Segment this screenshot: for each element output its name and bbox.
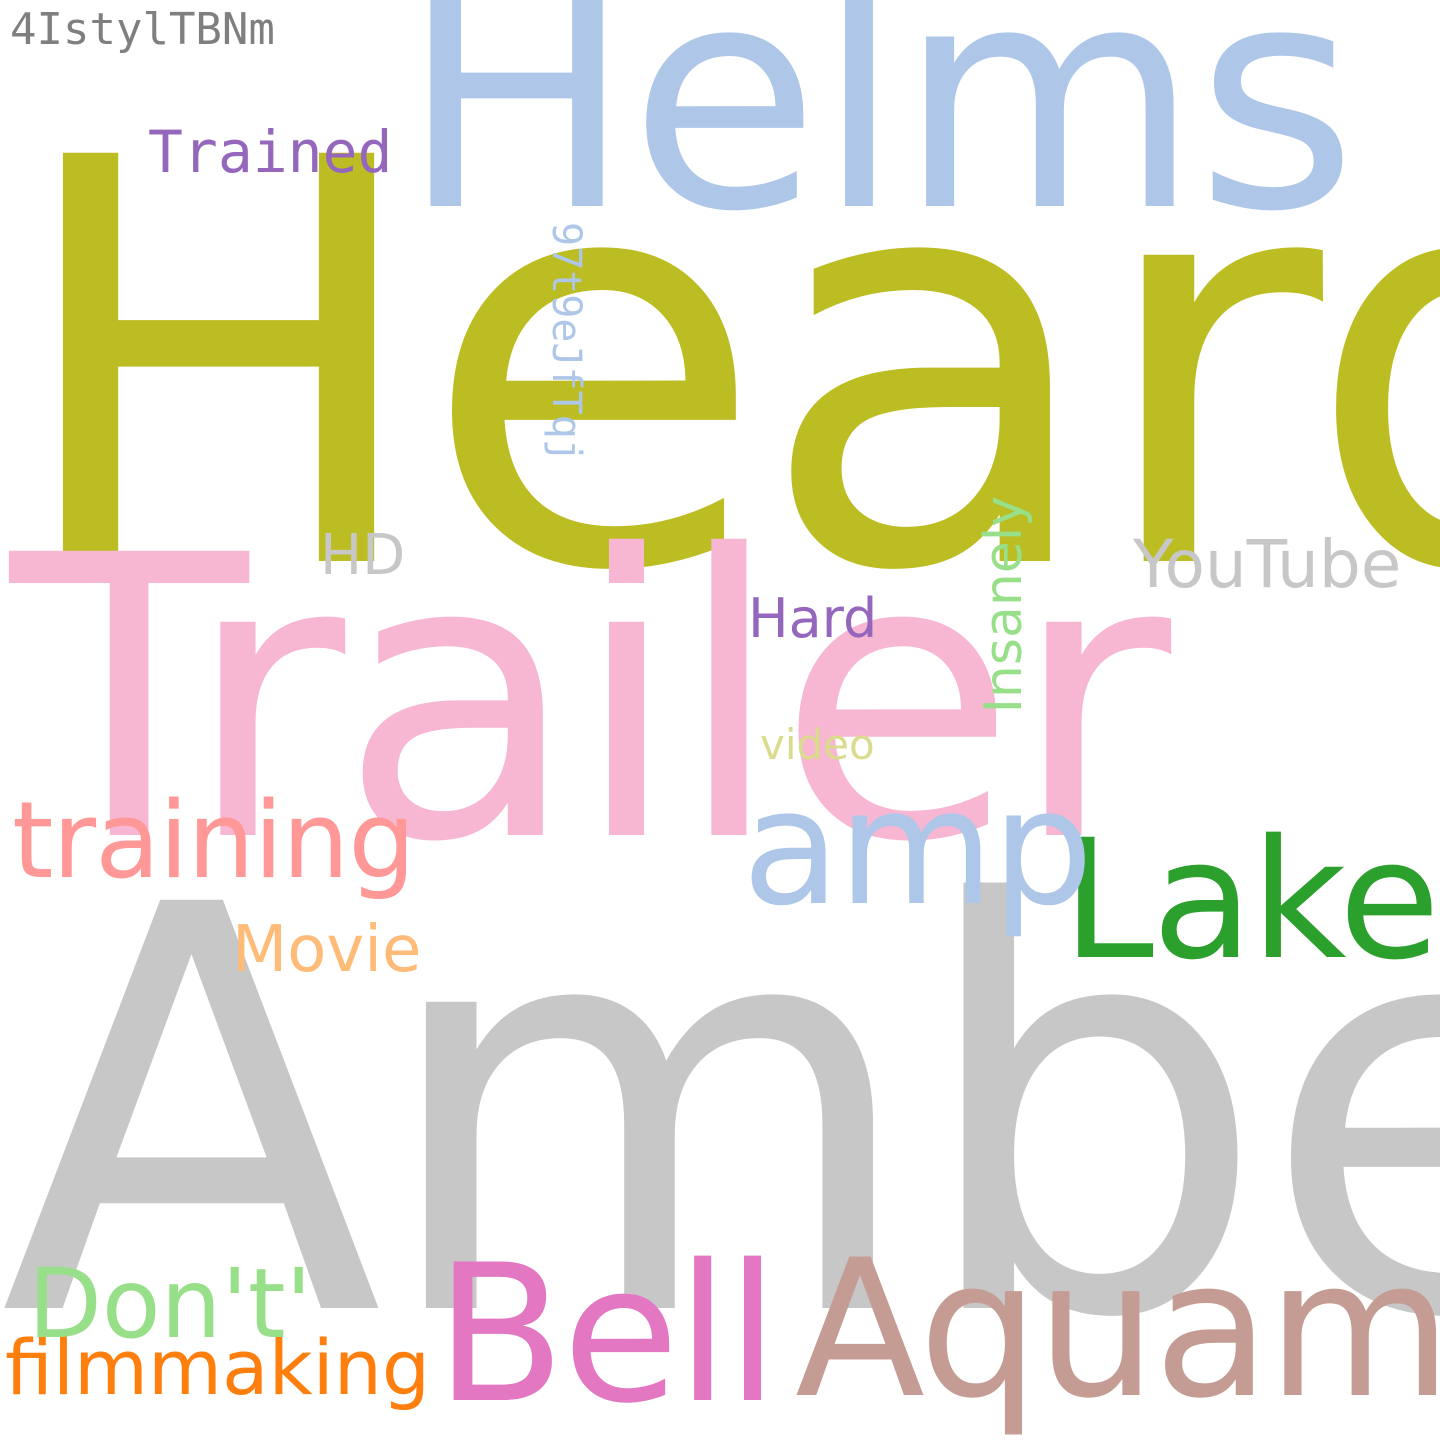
word-aquaman: Aquaman — [795, 1219, 1440, 1440]
word-hd: HD — [320, 523, 406, 588]
word-video: video — [760, 720, 875, 769]
word-trailer: Trailer — [10, 473, 1171, 927]
word-movie: Movie — [232, 913, 422, 987]
word-youtube: YouTube — [1133, 526, 1402, 603]
word-training: training — [12, 779, 416, 902]
word-bell: Bell — [435, 1224, 779, 1440]
word-heard: Heard — [8, 42, 1440, 694]
word-amp: amp — [742, 754, 1093, 941]
word-id-top-left: 4IstylTBNm — [10, 4, 275, 55]
word-insanely: Insanely — [974, 496, 1034, 714]
word-filmmaking: filmmaking — [5, 1323, 431, 1412]
word-id-vertical: 97t9eJfTqj — [543, 222, 589, 463]
word-lake: Lake — [1062, 804, 1440, 996]
word-amber: Amber — [0, 789, 1440, 1440]
word-helms: Helms — [400, 0, 1357, 280]
word-hard: Hard — [748, 587, 878, 650]
word-dont: Don't' — [28, 1248, 312, 1360]
word-trained: Trained — [148, 118, 393, 186]
